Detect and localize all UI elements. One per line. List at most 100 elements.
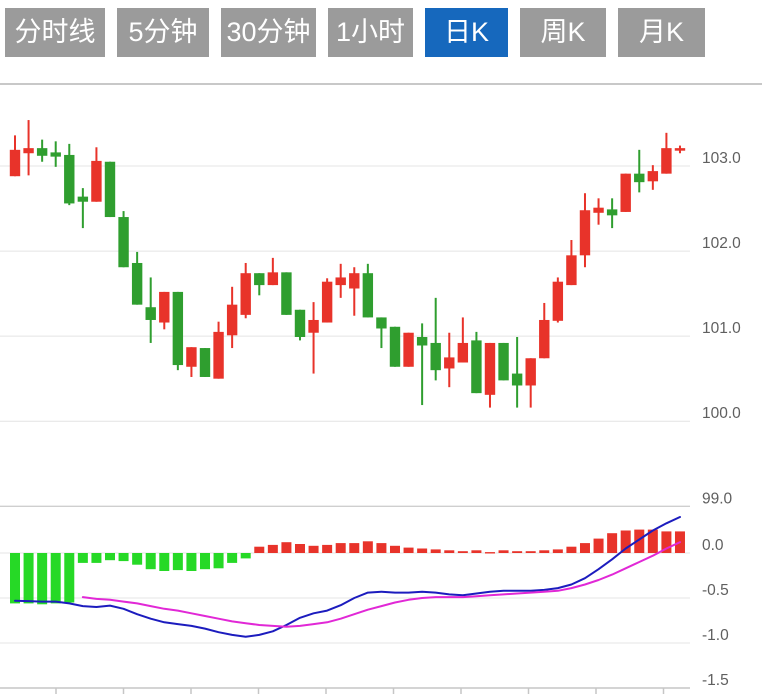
candle-body bbox=[145, 307, 156, 320]
macd-bar bbox=[552, 549, 563, 553]
candle-body bbox=[294, 309, 306, 337]
dif-line bbox=[14, 516, 681, 638]
candle-body bbox=[186, 347, 197, 367]
macd-tick-label: 0.0 bbox=[702, 537, 724, 554]
macd-bar bbox=[254, 546, 265, 553]
dea-line bbox=[81, 541, 681, 628]
candle-wick bbox=[461, 317, 464, 363]
macd-bar bbox=[403, 547, 414, 553]
macd-tick-label: -1.5 bbox=[702, 672, 729, 689]
macd-bar bbox=[91, 553, 102, 563]
macd-bar bbox=[579, 543, 590, 553]
candle-body bbox=[281, 272, 292, 315]
candle-body bbox=[389, 326, 401, 367]
tab-minute-line[interactable]: 分时线 bbox=[5, 8, 105, 57]
candle-body bbox=[308, 319, 319, 333]
price-tick-label: 101.0 bbox=[702, 320, 741, 337]
candle-body bbox=[444, 357, 455, 369]
candle-wick bbox=[353, 267, 356, 316]
candle-body bbox=[321, 281, 333, 323]
candle-body bbox=[64, 154, 75, 204]
tab-monthly-k[interactable]: 月K bbox=[618, 8, 705, 57]
macd-histogram bbox=[10, 529, 685, 605]
x-axis bbox=[0, 687, 690, 694]
candle-body bbox=[226, 304, 238, 336]
candle-wick bbox=[516, 336, 519, 408]
macd-bar bbox=[227, 553, 238, 563]
macd-bar bbox=[607, 533, 618, 553]
candle-body bbox=[620, 173, 631, 212]
candle-body bbox=[91, 160, 102, 202]
macd-bar bbox=[661, 531, 672, 553]
candle-wick bbox=[638, 149, 641, 193]
candle-body bbox=[525, 358, 536, 386]
macd-bar bbox=[213, 553, 224, 569]
macd-bar bbox=[64, 553, 75, 603]
macd-bar bbox=[335, 543, 346, 553]
macd-bar bbox=[362, 541, 373, 553]
candle-body bbox=[416, 336, 428, 346]
candle-body bbox=[104, 161, 116, 218]
tab-30min[interactable]: 30分钟 bbox=[221, 8, 316, 57]
macd-bar bbox=[37, 553, 48, 605]
macd-bar bbox=[539, 550, 550, 553]
candle-body bbox=[199, 348, 211, 377]
candle-wick bbox=[312, 302, 315, 374]
macd-bar bbox=[118, 553, 129, 562]
macd-bar bbox=[23, 553, 34, 604]
macd-bar bbox=[525, 551, 536, 553]
candle-wick bbox=[27, 120, 30, 176]
candle-body bbox=[606, 209, 618, 216]
candle-body bbox=[430, 342, 441, 371]
macd-bar bbox=[457, 551, 468, 553]
candle-body bbox=[539, 319, 550, 359]
candle-body bbox=[566, 255, 577, 286]
candle-body bbox=[240, 273, 251, 315]
macd-bar bbox=[417, 548, 428, 553]
macd-bar bbox=[77, 553, 88, 563]
macd-bar bbox=[199, 553, 210, 570]
candle-body bbox=[36, 148, 48, 156]
macd-bar bbox=[484, 552, 495, 554]
candle-body bbox=[50, 152, 61, 157]
candle-body bbox=[118, 217, 129, 268]
candle-body bbox=[267, 272, 279, 286]
macd-bar bbox=[620, 530, 631, 553]
tab-5min[interactable]: 5分钟 bbox=[117, 8, 209, 57]
candle-body bbox=[661, 148, 672, 174]
macd-bar bbox=[376, 543, 387, 553]
macd-bar bbox=[566, 546, 577, 553]
macd-tick-label: -1.0 bbox=[702, 627, 729, 644]
price-tick-label: 100.0 bbox=[702, 405, 741, 422]
macd-tick-label: -0.5 bbox=[702, 582, 729, 599]
macd-bar bbox=[634, 529, 645, 553]
macd-bar bbox=[281, 542, 292, 553]
tab-1hour[interactable]: 1小时 bbox=[328, 8, 413, 57]
candle-body bbox=[213, 331, 224, 379]
candle-body bbox=[172, 291, 184, 366]
tab-daily-k[interactable]: 日K bbox=[425, 8, 508, 57]
macd-bar bbox=[145, 553, 156, 570]
macd-bar bbox=[498, 550, 509, 553]
candle-body bbox=[552, 281, 564, 321]
candle-wick bbox=[434, 297, 437, 381]
macd-bar bbox=[240, 553, 251, 559]
macd-bar bbox=[444, 550, 455, 553]
tab-weekly-k[interactable]: 周K bbox=[520, 8, 606, 57]
macd-bar bbox=[172, 553, 183, 571]
candle-body bbox=[457, 342, 469, 363]
macd-axis-labels: 0.0 -0.5 -1.0 -1.5 bbox=[702, 537, 729, 689]
price-tick-label: 102.0 bbox=[702, 235, 741, 252]
candle-body bbox=[511, 373, 523, 386]
candle-body bbox=[647, 171, 659, 182]
candle-body bbox=[498, 342, 509, 381]
macd-bar bbox=[50, 553, 61, 604]
candle-wick bbox=[380, 317, 383, 349]
macd-bar bbox=[647, 529, 658, 553]
candle-body bbox=[471, 340, 482, 394]
candle-body bbox=[593, 207, 604, 213]
macd-bar bbox=[132, 553, 143, 565]
macd-bar bbox=[349, 543, 360, 553]
candle-body bbox=[484, 342, 496, 395]
